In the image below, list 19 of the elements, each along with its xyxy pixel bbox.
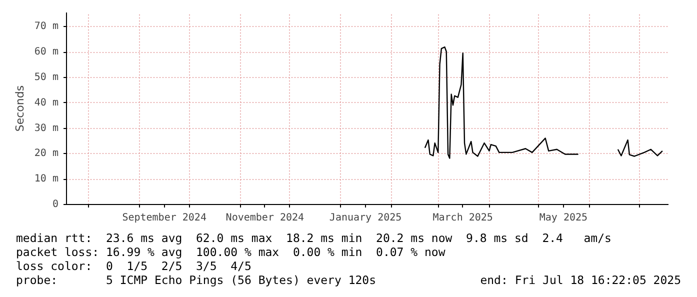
- y-tick-label: 50 m: [34, 72, 59, 84]
- y-tick-label: 0: [52, 199, 59, 210]
- y-tick-label: 60 m: [34, 46, 59, 58]
- y-tick-label: 30 m: [34, 122, 59, 134]
- y-tick-label: 20 m: [34, 148, 59, 160]
- text: packet loss: 16.99 % avg 100.00 % max 0.00 % min 0.07 % now: [16, 245, 446, 259]
- x-tick-label: May 2025: [539, 212, 588, 224]
- y-tick-label: 70 m: [34, 21, 59, 32]
- x-tick-label: March 2025: [432, 212, 493, 224]
- y-tick-label: 40 m: [34, 97, 59, 108]
- x-tick-label: November 2024: [226, 212, 304, 224]
- y-tick-label: 10 m: [34, 174, 59, 185]
- x-tick-label: January 2025: [329, 212, 402, 224]
- text: probe: 5 ICMP Echo Pings (56 Bytes) every 120s: [16, 273, 376, 287]
- x-tick-label: September 2024: [122, 212, 206, 224]
- text: median rtt: 23.6 ms avg 62.0 ms max 18.2 ms min 20.2 ms now 9.8 ms sd 2.4 am/s: [16, 231, 612, 245]
- text: end: Fri Jul 18 16:22:05 2025: [480, 273, 681, 287]
- y-axis-title: Seconds: [13, 85, 26, 132]
- text: loss color: 0 1/5 2/5 3/5 4/5: [16, 259, 252, 273]
